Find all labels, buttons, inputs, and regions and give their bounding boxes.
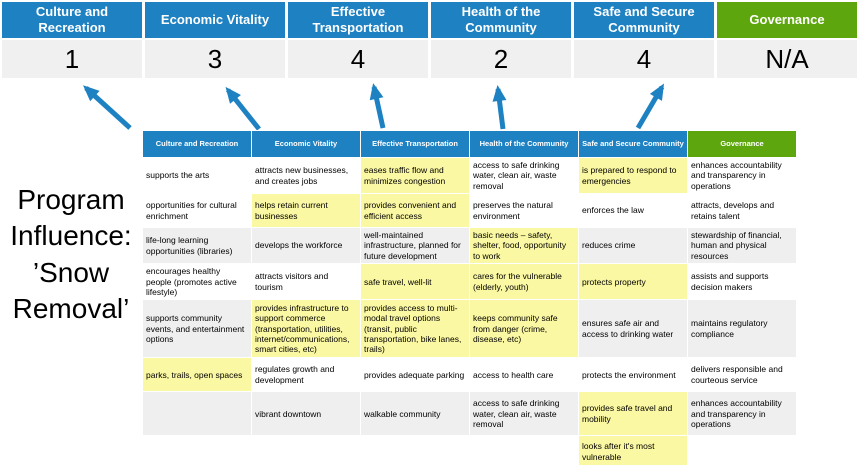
matrix-cell: enhances accountability and transparency… [687,156,797,195]
matrix-header-economic-vitality: Economic Vitality [251,130,361,158]
summary-header: Economic Vitality [145,2,285,38]
influence-arrows [83,83,665,131]
matrix-cell [360,435,470,465]
matrix-cell: vibrant downtown [251,391,361,437]
matrix-cell: regulates growth and development [251,357,361,393]
arrow-up-icon [492,85,507,130]
matrix-cell: provides infrastructure to support comme… [251,299,361,359]
matrix-cell [469,435,579,465]
matrix-header-governance: Governance [687,130,797,158]
program-label-line: Removal’ [12,293,130,325]
matrix-cell [142,435,252,465]
table-row: looks after it's most vulnerable [142,435,797,465]
matrix-cell [251,435,361,465]
matrix-cell: attracts visitors and tourism [251,263,361,301]
program-influence-label: Program Influence: ’Snow Removal’ [0,182,142,328]
matrix-cell: protects property [578,263,688,301]
matrix-cell: delivers responsible and courteous servi… [687,357,797,393]
matrix-cell: assists and supports decision makers [687,263,797,301]
summary-header: Governance [717,2,857,38]
matrix-cell: attracts, develops and retains talent [687,193,797,229]
table-row: supports the arts attracts new businesses… [142,156,797,195]
program-label-line: Program [17,184,125,215]
table-row: life-long learning opportunities (librar… [142,227,797,265]
arrow-up-icon [369,83,386,129]
matrix-cell: provides access to multi-modal travel op… [360,299,470,359]
matrix-cell: develops the workforce [251,227,361,265]
summary-score: N/A [717,40,857,78]
matrix-cell: encourages healthy people (promotes acti… [142,263,252,301]
summary-col-effective-transportation: Effective Transportation 4 [288,2,428,78]
matrix-cell: maintains regulatory compliance [687,299,797,359]
summary-score: 3 [145,40,285,78]
summary-header: Effective Transportation [288,2,428,38]
matrix-cell: basic needs – safety, shelter, food, opp… [469,227,579,265]
matrix-cell: life-long learning opportunities (librar… [142,227,252,265]
summary-col-health-of-the-community: Health of the Community 2 [431,2,571,78]
summary-header: Safe and Secure Community [574,2,714,38]
summary-header: Health of the Community [431,2,571,38]
matrix-cell [142,391,252,437]
benefit-matrix: Culture and Recreation Economic Vitality… [142,130,797,465]
matrix-cell: ensures safe air and access to drinking … [578,299,688,359]
table-row: vibrant downtown walkable community access… [142,391,797,437]
summary-col-economic-vitality: Economic Vitality 3 [145,2,285,78]
matrix-cell: walkable community [360,391,470,437]
matrix-cell: looks after it's most vulnerable [578,435,688,465]
arrow-up-icon [635,83,665,130]
benefit-matrix-table: Culture and Recreation Economic Vitality… [142,130,797,465]
summary-score: 4 [288,40,428,78]
matrix-cell: access to safe drinking water, clean air… [469,156,579,195]
summary-score-strip: Culture and Recreation 1 Economic Vitali… [2,2,857,78]
matrix-header-culture-and-recreation: Culture and Recreation [142,130,252,158]
summary-col-safe-and-secure-community: Safe and Secure Community 4 [574,2,714,78]
matrix-cell: provides adequate parking [360,357,470,393]
summary-score: 4 [574,40,714,78]
matrix-cell: keeps community safe from danger (crime,… [469,299,579,359]
matrix-cell: reduces crime [578,227,688,265]
matrix-cell: well-maintained infrastructure, planned … [360,227,470,265]
matrix-cell: provides convenient and efficient access [360,193,470,229]
program-label-line: ’Snow [32,256,110,288]
matrix-body: supports the arts attracts new businesses… [142,156,797,465]
matrix-cell: enforces the law [578,193,688,229]
arrow-up-icon [83,85,132,130]
matrix-cell: supports community events, and entertain… [142,299,252,359]
matrix-cell: stewardship of financial, human and phys… [687,227,797,265]
summary-col-governance: Governance N/A [717,2,857,78]
table-row: supports community events, and entertain… [142,299,797,359]
matrix-cell: is prepared to respond to emergencies [578,156,688,195]
matrix-cell: cares for the vulnerable (elderly, youth… [469,263,579,301]
table-row: opportunities for cultural enrichment hel… [142,193,797,229]
matrix-header-health-of-the-community: Health of the Community [469,130,579,158]
matrix-cell: provides safe travel and mobility [578,391,688,437]
summary-score: 1 [2,40,142,78]
arrow-up-icon [225,86,261,131]
matrix-cell: helps retain current businesses [251,193,361,229]
matrix-cell [687,435,797,465]
summary-col-culture-and-recreation: Culture and Recreation 1 [2,2,142,78]
matrix-cell: access to safe drinking water, clean air… [469,391,579,437]
matrix-cell: enhances accountability and transparency… [687,391,797,437]
matrix-header-effective-transportation: Effective Transportation [360,130,470,158]
matrix-cell: preserves the natural environment [469,193,579,229]
matrix-header-safe-and-secure-community: Safe and Secure Community [578,130,688,158]
matrix-cell: supports the arts [142,156,252,195]
matrix-cell: eases traffic flow and minimizes congest… [360,156,470,195]
matrix-cell: access to health care [469,357,579,393]
table-row: encourages healthy people (promotes acti… [142,263,797,301]
summary-score: 2 [431,40,571,78]
matrix-cell: protects the environment [578,357,688,393]
matrix-cell: opportunities for cultural enrichment [142,193,252,229]
summary-header: Culture and Recreation [2,2,142,38]
matrix-cell: parks, trails, open spaces [142,357,252,393]
table-row: parks, trails, open spaces regulates grow… [142,357,797,393]
matrix-cell: safe travel, well-lit [360,263,470,301]
matrix-cell: attracts new businesses, and creates job… [251,156,361,195]
matrix-header-row: Culture and Recreation Economic Vitality… [142,130,797,158]
program-label-line: Influence: [10,220,132,252]
